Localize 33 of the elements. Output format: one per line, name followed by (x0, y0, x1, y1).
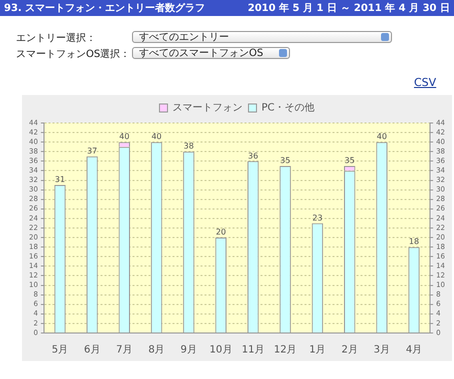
x-tick-label: 8月 (148, 344, 165, 356)
legend-label: PC・その他 (261, 102, 315, 114)
x-tick-label: 1月 (309, 344, 326, 356)
x-tick-label: 6月 (84, 344, 100, 356)
total-label: 40 (376, 132, 387, 142)
x-tick-label: 4月 (406, 344, 422, 356)
x-tick-label: 10月 (210, 344, 232, 356)
total-label: 35 (344, 156, 355, 166)
text: CSV (414, 76, 436, 89)
x-tick-label: 11月 (242, 344, 264, 356)
x-tick-label: 7月 (116, 344, 133, 356)
x-tick-label: 5月 (52, 344, 68, 356)
total-label: 36 (248, 151, 258, 160)
dropdown-field: すべてのエントリー (132, 31, 392, 43)
total-label: 38 (184, 142, 194, 151)
text: エントリー選択： (16, 32, 96, 45)
total-label: 37 (87, 146, 98, 156)
total-label: 40 (151, 132, 162, 142)
total-label: 23 (312, 213, 323, 222)
total-label: 18 (408, 237, 420, 246)
total-label: 20 (216, 228, 226, 237)
text: スマートフォンOS選択： (16, 48, 130, 61)
total-label: 31 (54, 175, 66, 184)
dropdown-field: すべてのスマートフォンOS (132, 47, 290, 59)
x-tick-label: 3月 (374, 344, 390, 356)
x-tick-label: 12月 (274, 344, 297, 356)
legend-label: スマートフォン (172, 102, 242, 114)
x-tick-label: 2月 (341, 344, 358, 356)
x-tick-label: 9月 (180, 344, 197, 356)
chart-title: 93. スマートフォン・エントリー者数グラフ (4, 2, 206, 15)
total-label: 40 (119, 132, 130, 142)
chart-subtitle: 2010 年 5 月 1 日 ～ 2011 年 4 月 30 日 (248, 2, 450, 15)
total-label: 35 (280, 156, 290, 166)
